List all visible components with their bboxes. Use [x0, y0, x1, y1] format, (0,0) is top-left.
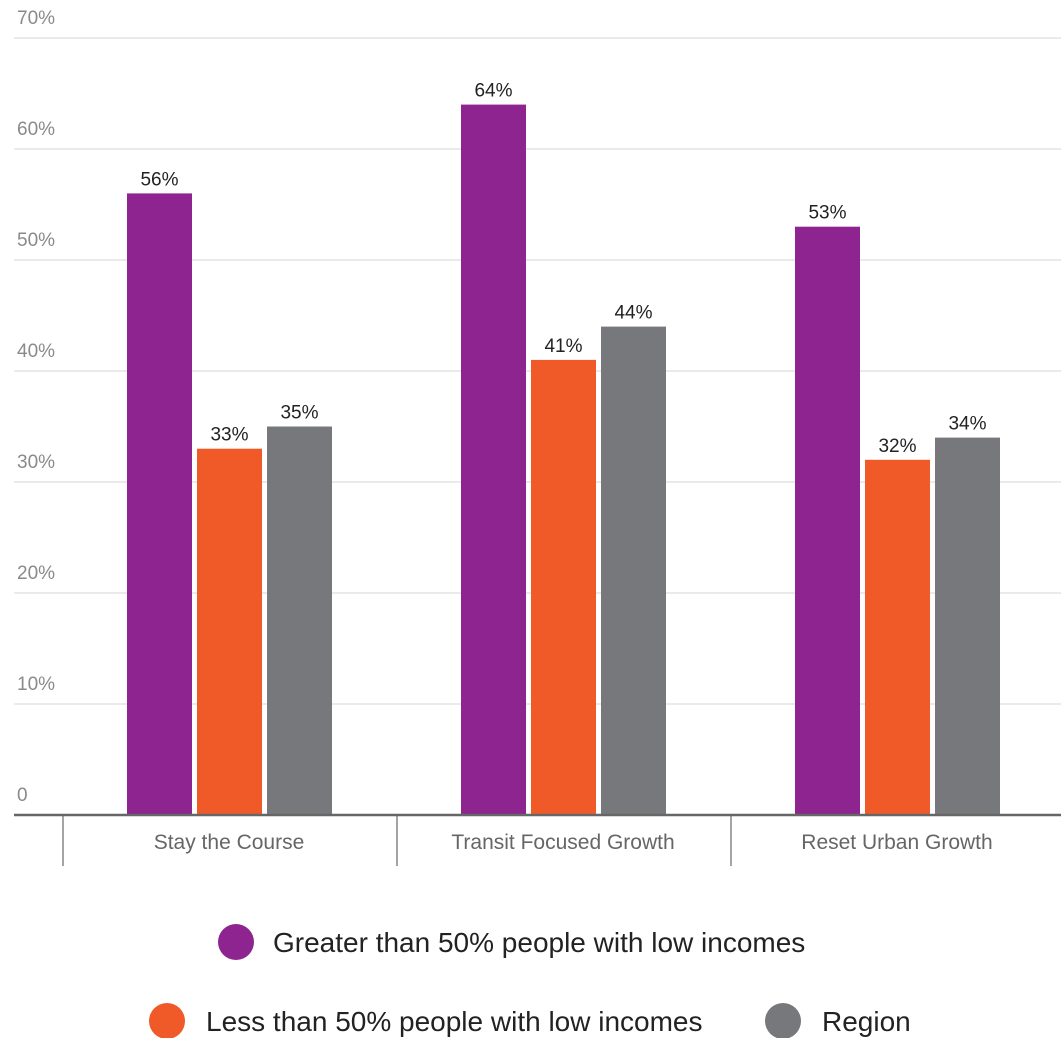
y-tick-label: 60%: [17, 119, 55, 140]
y-tick-label: 0: [17, 785, 28, 806]
y-tick-label: 40%: [17, 341, 55, 362]
x-tick-label: Stay the Course: [154, 831, 305, 854]
bar: [795, 226, 860, 815]
data-labels: 56% 64% 53% 33% 41% 32% 35% 44% 34%: [140, 81, 986, 457]
y-tick-label: 10%: [17, 674, 55, 695]
bar: [197, 448, 262, 815]
x-tick-label: Reset Urban Growth: [801, 831, 992, 854]
data-label: 41%: [544, 336, 582, 357]
y-axis-tick-labels: 0 10% 20% 30% 40% 50% 60% 70%: [17, 8, 55, 806]
legend-label: Less than 50% people with low incomes: [206, 1006, 703, 1037]
data-label: 32%: [878, 436, 916, 457]
bar: [601, 326, 666, 815]
data-label: 53%: [808, 203, 846, 224]
data-label: 44%: [614, 303, 652, 324]
bar: [127, 193, 192, 815]
bars: [127, 104, 1000, 816]
legend: Greater than 50% people with low incomes…: [149, 924, 911, 1038]
y-tick-label: 30%: [17, 452, 55, 473]
legend-label: Region: [822, 1006, 911, 1037]
data-label: 35%: [280, 403, 318, 424]
bar: [461, 104, 526, 816]
data-label: 34%: [948, 414, 986, 435]
bar: [865, 459, 930, 815]
x-tick-label: Transit Focused Growth: [451, 831, 674, 854]
legend-marker: [218, 924, 254, 960]
bar: [267, 426, 332, 815]
y-tick-label: 70%: [17, 8, 55, 29]
legend-label: Greater than 50% people with low incomes: [273, 927, 805, 958]
x-axis: Stay the Course Transit Focused Growth Res…: [14, 813, 1061, 866]
legend-marker: [149, 1003, 185, 1038]
data-label: 56%: [140, 169, 178, 190]
data-label: 64%: [474, 81, 512, 102]
y-tick-label: 20%: [17, 563, 55, 584]
y-tick-label: 50%: [17, 230, 55, 251]
bar: [531, 359, 596, 815]
data-label: 33%: [210, 425, 248, 446]
legend-marker: [765, 1003, 801, 1038]
bar: [935, 437, 1000, 815]
